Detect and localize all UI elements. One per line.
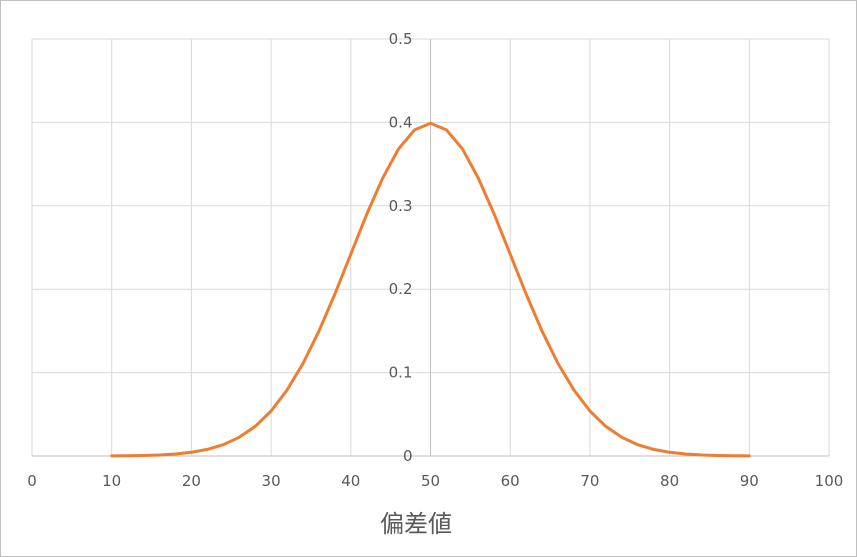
x-tick-label-100: 100 (815, 472, 844, 490)
y-tick-label-0.2: 0.2 (389, 280, 413, 298)
x-tick-label-30: 30 (262, 472, 281, 490)
x-tick-label-0: 0 (27, 472, 37, 490)
y-tick-label-0.3: 0.3 (389, 197, 413, 215)
y-tick-label-0.4: 0.4 (389, 113, 413, 131)
x-tick-label-70: 70 (580, 472, 599, 490)
vertical-gridlines (31, 39, 830, 456)
y-tick-label-0: 0 (403, 447, 413, 465)
x-tick-label-90: 90 (740, 472, 759, 490)
x-tick-label-80: 80 (660, 472, 679, 490)
x-tick-label-10: 10 (102, 472, 121, 490)
x-tick-label-50: 50 (421, 472, 440, 490)
y-tick-label-0.5: 0.5 (389, 30, 413, 48)
x-tick-label-40: 40 (341, 472, 360, 490)
series-layer (110, 121, 751, 458)
axes (32, 39, 829, 457)
series-line-0 (110, 121, 751, 458)
x-axis-title: 偏差値 (380, 510, 452, 538)
x-tick-label-20: 20 (182, 472, 201, 490)
x-tick-labels: 0 10 20 30 40 50 60 70 80 90 100 (27, 472, 843, 490)
y-tick-label-0.1: 0.1 (389, 364, 413, 382)
y-tick-labels: 0 0.1 0.2 0.3 0.4 0.5 (389, 30, 413, 465)
x-tick-label-60: 60 (501, 472, 520, 490)
